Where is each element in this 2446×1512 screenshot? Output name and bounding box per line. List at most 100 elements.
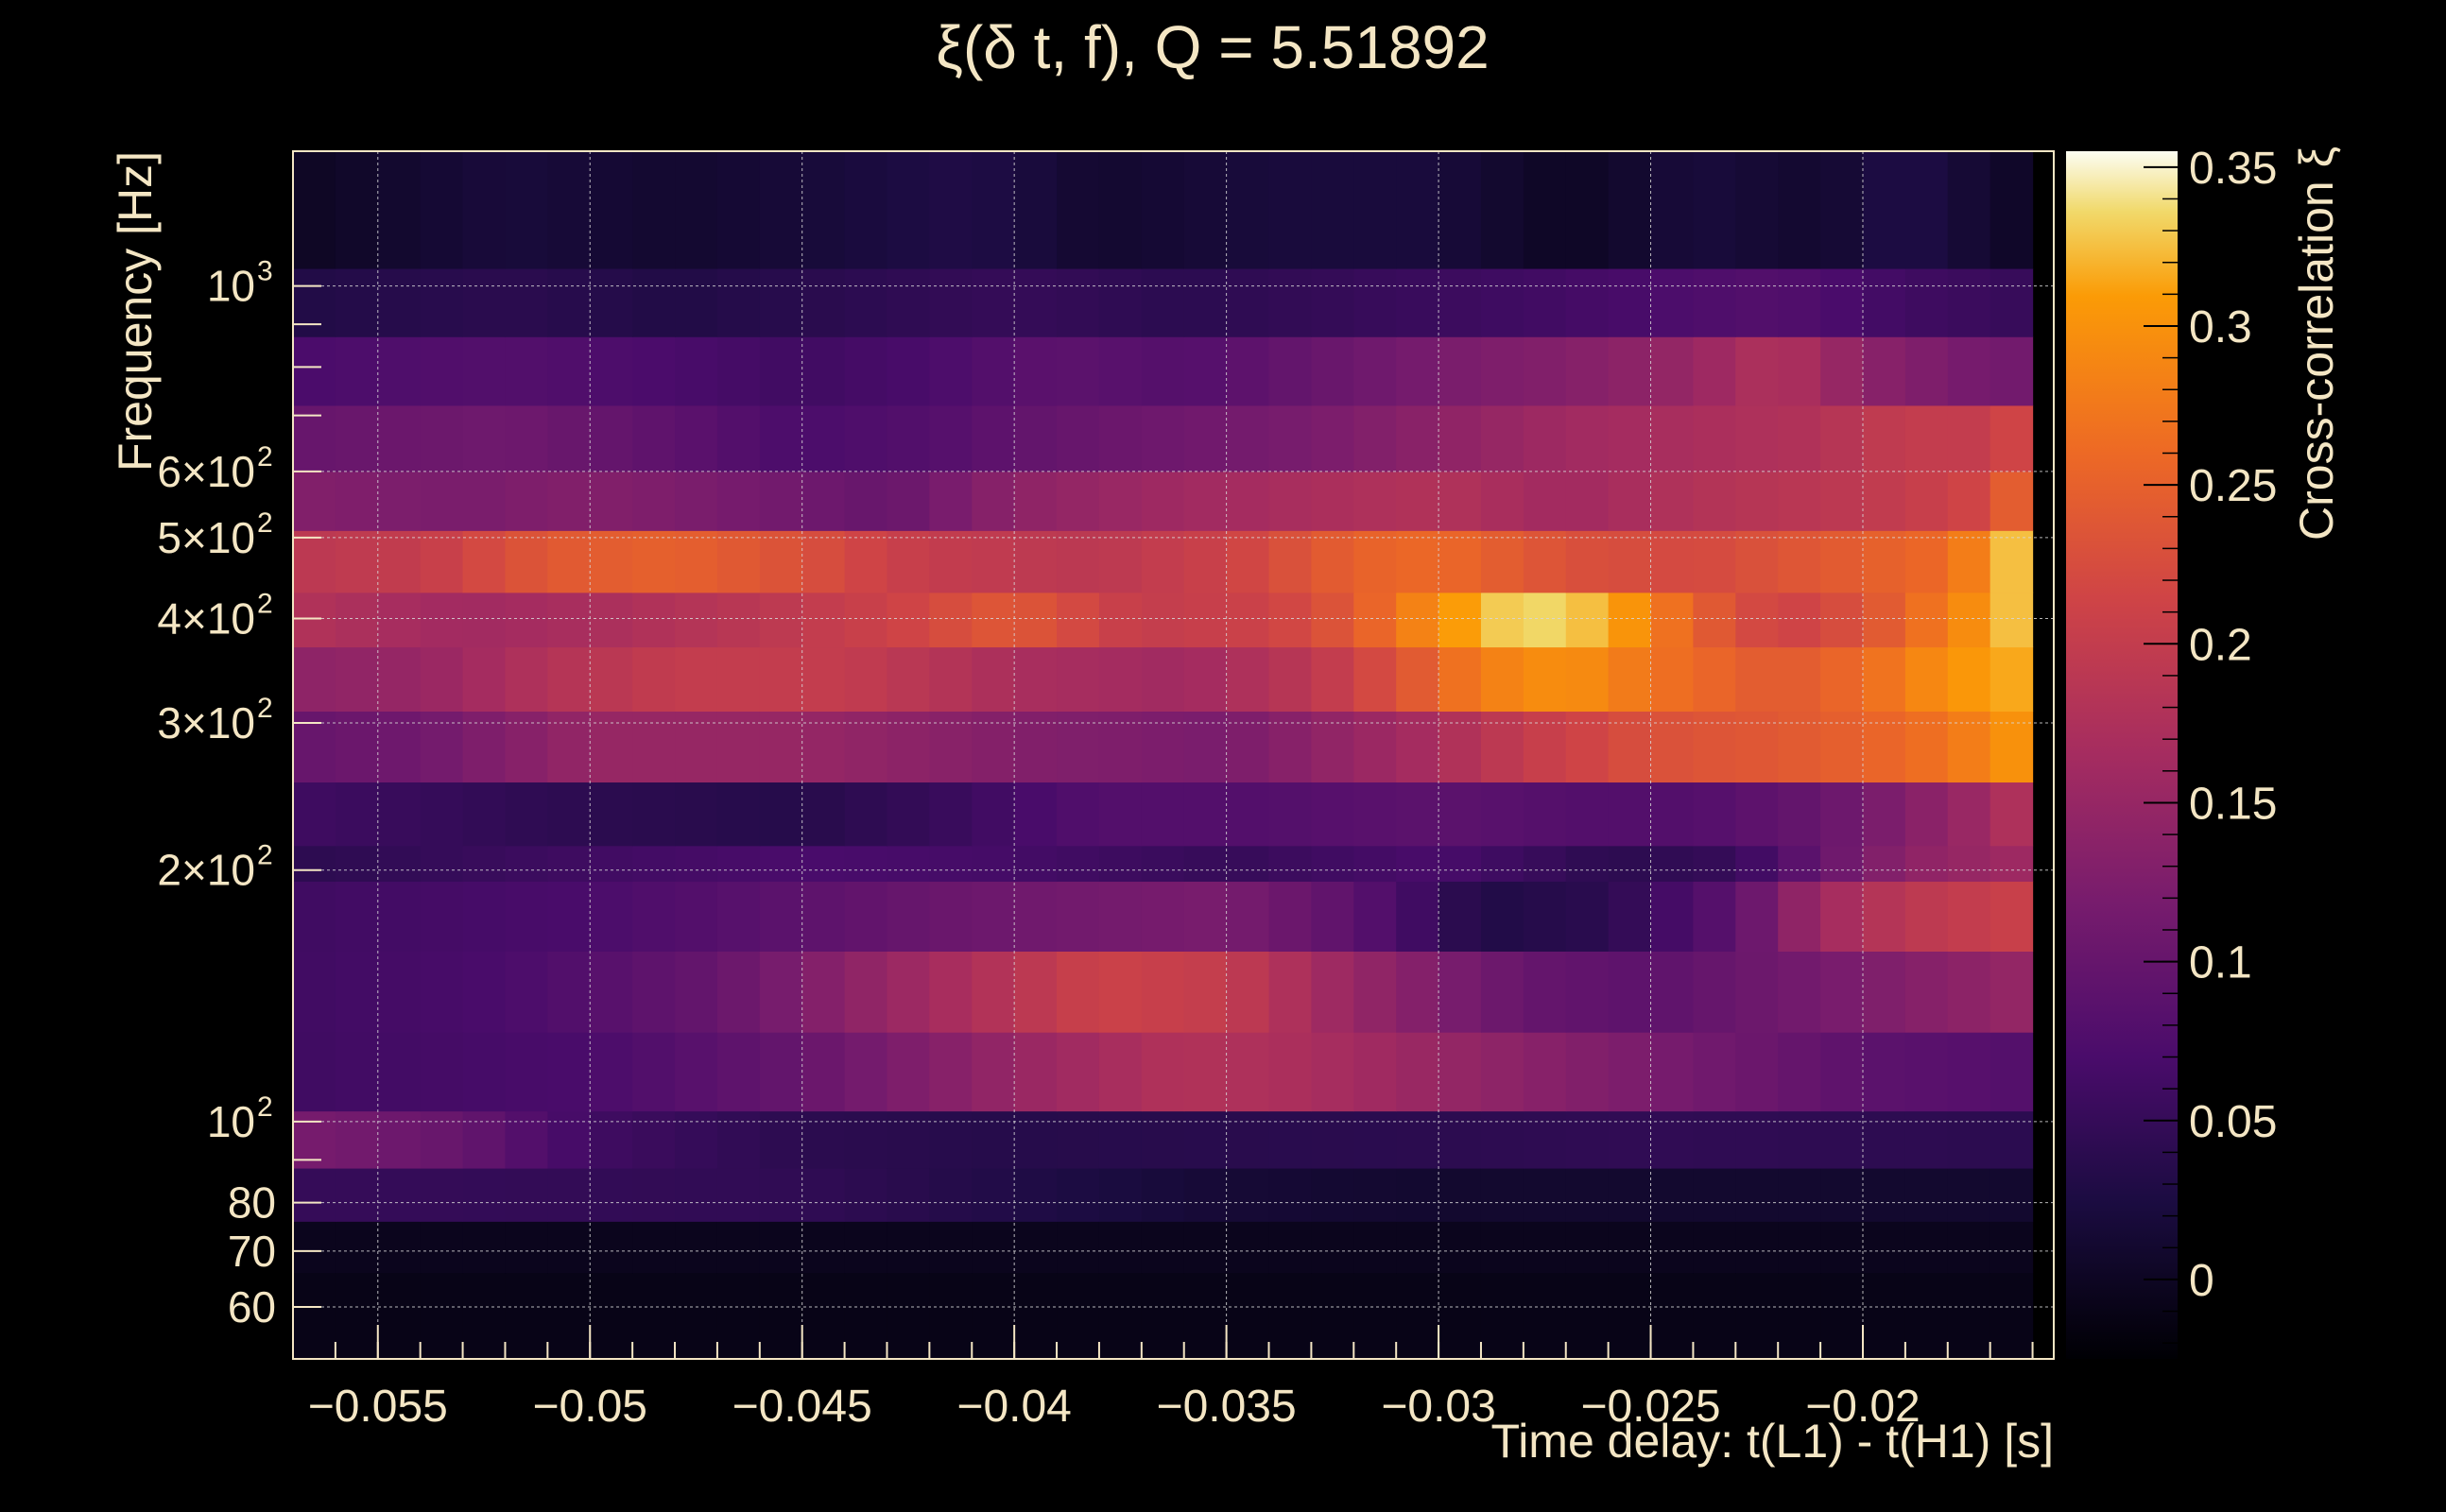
heatmap-cell: [1268, 1167, 1312, 1222]
heatmap-cell: [1608, 951, 1652, 1033]
heatmap-cell: [1650, 1110, 1695, 1169]
heatmap-cell: [929, 1221, 973, 1274]
heatmap-cell: [1947, 151, 1991, 269]
heatmap-cell: [1904, 336, 1949, 406]
heatmap-cell: [929, 1167, 973, 1222]
heatmap-cell: [1608, 711, 1652, 783]
heatmap-cell: [675, 1032, 718, 1112]
heatmap-cell: [1226, 151, 1270, 269]
heatmap-cell: [1396, 711, 1439, 783]
heatmap-cell: [632, 782, 676, 847]
y-tick-label: 70: [228, 1227, 276, 1276]
heatmap-cell: [1904, 1032, 1949, 1112]
heatmap-cell: [632, 530, 676, 593]
x-axis-label: Time delay: t(L1) - t(H1) [s]: [1491, 1415, 2054, 1468]
heatmap-cell: [1141, 1221, 1185, 1274]
heatmap-cell: [293, 471, 336, 531]
heatmap-cell: [1862, 404, 1906, 472]
heatmap-cell: [1565, 1272, 1610, 1360]
heatmap-cell: [844, 881, 888, 952]
heatmap-cell: [505, 404, 548, 472]
heatmap-cell: [1778, 1167, 1821, 1222]
heatmap-cell: [1650, 1032, 1695, 1112]
heatmap-cell: [844, 1167, 888, 1222]
heatmap-cell: [1353, 646, 1397, 713]
heatmap-cell: [1311, 336, 1354, 406]
heatmap-cell: [1820, 1221, 1864, 1274]
heatmap-cell: [590, 336, 633, 406]
heatmap-cell: [1396, 530, 1439, 593]
heatmap-cell: [1693, 881, 1736, 952]
heatmap-cell: [887, 646, 930, 713]
heatmap-cell: [1014, 711, 1058, 783]
heatmap-cell: [1693, 1272, 1736, 1360]
heatmap-cell: [1650, 1272, 1695, 1360]
y-tick-label: 3×10: [157, 698, 255, 747]
heatmap-cell: [844, 845, 888, 883]
heatmap-cell: [1990, 951, 2034, 1033]
heatmap-cell: [1565, 1110, 1610, 1169]
heatmap-cell: [1311, 530, 1354, 593]
heatmap-cell: [1735, 404, 1779, 472]
grid-lines: [293, 151, 2054, 1359]
heatmap-cell: [293, 711, 336, 783]
heatmap-cell: [1650, 471, 1695, 531]
heatmap-cell: [1141, 951, 1185, 1033]
heatmap-cell: [547, 592, 591, 648]
heatmap-cell: [929, 881, 973, 952]
heatmap-cell: [1480, 1221, 1524, 1274]
heatmap-cell: [547, 881, 591, 952]
heatmap-cell: [1565, 336, 1610, 406]
heatmap-cell: [1735, 471, 1779, 531]
heatmap-cell: [1608, 530, 1652, 593]
heatmap-cell: [377, 782, 422, 847]
heatmap-cell: [887, 530, 930, 593]
heatmap-cell: [1990, 646, 2034, 713]
x-tick-label: −0.035: [1157, 1382, 1297, 1432]
heatmap-cell: [1057, 151, 1100, 269]
heatmap-cell: [1778, 336, 1821, 406]
heatmap-cell: [1438, 845, 1482, 883]
heatmap-cell: [377, 151, 422, 269]
heatmap-cell: [1141, 1032, 1185, 1112]
heatmap-cell: [716, 1272, 761, 1360]
heatmap-cell: [547, 1272, 591, 1360]
heatmap-cell: [1565, 646, 1610, 713]
heatmap-cell: [1947, 1221, 1991, 1274]
heatmap-cell: [929, 782, 973, 847]
heatmap-cell: [1057, 881, 1100, 952]
heatmap-cell: [293, 646, 336, 713]
heatmap-cell: [759, 1167, 803, 1222]
heatmap-cell: [972, 1167, 1015, 1222]
heatmap-cell: [1480, 404, 1524, 472]
heatmap-cell: [1268, 336, 1312, 406]
heatmap-cell: [1438, 530, 1482, 593]
colorbar-tick-label: 0.1: [2189, 938, 2252, 988]
heatmap-cell: [1565, 1221, 1610, 1274]
heatmap-cell: [1990, 711, 2034, 783]
heatmap-cell: [505, 267, 548, 337]
heatmap-cell: [1990, 1167, 2034, 1222]
heatmap-cell: [547, 1110, 591, 1169]
heatmap-cell: [1608, 592, 1652, 648]
heatmap-cell: [801, 711, 846, 783]
heatmap-cell: [1523, 881, 1567, 952]
heatmap-cell: [505, 1272, 548, 1360]
heatmap-cell: [1438, 881, 1482, 952]
heatmap-cell: [1904, 646, 1949, 713]
heatmap-cell: [1480, 646, 1524, 713]
heatmap-cell: [1565, 471, 1610, 531]
y-tick-exponent: 2: [257, 1091, 273, 1123]
heatmap-cell: [759, 404, 803, 472]
heatmap-cell: [632, 1032, 676, 1112]
heatmap-cell: [1947, 782, 1991, 847]
heatmap-cell: [1904, 1272, 1949, 1360]
heatmap-cell: [844, 1110, 888, 1169]
heatmap-cell: [1226, 881, 1270, 952]
heatmap-cell: [1353, 1110, 1397, 1169]
heatmap-cell: [1904, 151, 1949, 269]
heatmap-cell: [1608, 646, 1652, 713]
heatmap-cell: [1820, 1032, 1864, 1112]
heatmap-cell: [759, 646, 803, 713]
heatmap-cell: [1990, 267, 2034, 337]
